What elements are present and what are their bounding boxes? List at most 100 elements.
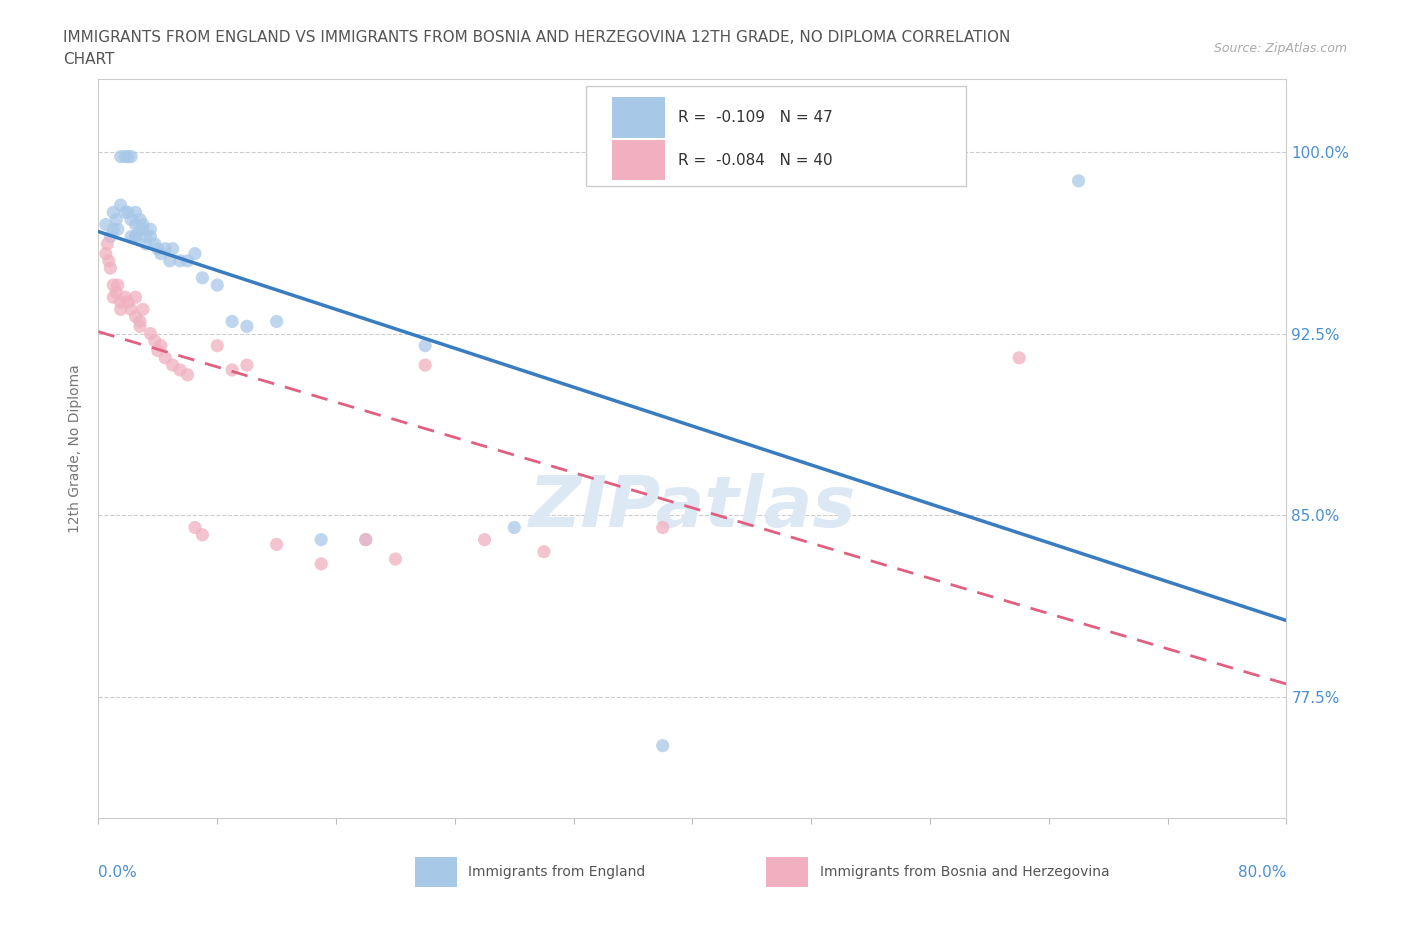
Point xyxy=(103,278,125,293)
Point xyxy=(533,544,555,559)
Text: CHART: CHART xyxy=(63,52,115,67)
Point xyxy=(110,302,132,317)
Point xyxy=(132,222,155,237)
Point xyxy=(117,149,139,164)
Point xyxy=(149,339,172,353)
Point xyxy=(651,520,673,535)
Point xyxy=(114,205,136,219)
Point xyxy=(103,290,125,305)
Bar xyxy=(612,98,665,138)
Point xyxy=(191,527,214,542)
Point xyxy=(184,246,207,261)
Text: IMMIGRANTS FROM ENGLAND VS IMMIGRANTS FROM BOSNIA AND HERZEGOVINA 12TH GRADE, NO: IMMIGRANTS FROM ENGLAND VS IMMIGRANTS FR… xyxy=(63,30,1011,45)
Point xyxy=(176,367,198,382)
Point xyxy=(124,229,146,244)
Point xyxy=(169,363,191,378)
Point xyxy=(413,358,436,373)
Point xyxy=(135,236,157,251)
Point xyxy=(651,738,673,753)
Point xyxy=(105,285,128,299)
Text: Immigrants from England: Immigrants from England xyxy=(468,865,645,880)
Point xyxy=(159,253,181,268)
Point xyxy=(98,229,121,244)
Point xyxy=(132,302,155,317)
Point xyxy=(98,260,121,275)
Point xyxy=(120,212,142,227)
Point xyxy=(155,241,177,256)
Point xyxy=(107,222,129,237)
Point xyxy=(139,326,162,341)
Point xyxy=(1067,173,1090,188)
Point xyxy=(135,229,157,244)
Point xyxy=(110,295,132,310)
Point xyxy=(132,217,155,232)
Point xyxy=(191,271,214,286)
Point xyxy=(149,246,172,261)
Point xyxy=(120,302,142,317)
Point xyxy=(309,532,332,547)
Point xyxy=(309,556,332,571)
Point xyxy=(221,314,243,329)
Point xyxy=(107,278,129,293)
Point xyxy=(503,520,526,535)
Point xyxy=(124,205,146,219)
Point xyxy=(129,222,152,237)
Point xyxy=(236,319,259,334)
Point xyxy=(146,343,169,358)
Point xyxy=(124,217,146,232)
Point xyxy=(354,532,377,547)
Y-axis label: 12th Grade, No Diploma: 12th Grade, No Diploma xyxy=(69,365,83,533)
Point xyxy=(1008,351,1031,365)
Point xyxy=(162,241,184,256)
Point xyxy=(110,198,132,213)
FancyBboxPatch shape xyxy=(585,86,966,186)
Point xyxy=(124,309,146,324)
Bar xyxy=(612,140,665,180)
Point xyxy=(207,339,229,353)
Text: 0.0%: 0.0% xyxy=(98,865,138,880)
Point xyxy=(207,278,229,293)
Text: R =  -0.084   N = 40: R = -0.084 N = 40 xyxy=(678,153,832,167)
Point xyxy=(384,551,406,566)
Point xyxy=(146,241,169,256)
Point xyxy=(114,149,136,164)
Point xyxy=(94,246,117,261)
Point xyxy=(266,537,288,551)
Point xyxy=(124,290,146,305)
Point xyxy=(139,222,162,237)
Text: Immigrants from Bosnia and Herzegovina: Immigrants from Bosnia and Herzegovina xyxy=(820,865,1109,880)
Point xyxy=(117,205,139,219)
Point xyxy=(114,290,136,305)
Text: Source: ZipAtlas.com: Source: ZipAtlas.com xyxy=(1213,42,1347,55)
Point xyxy=(117,295,139,310)
Text: R =  -0.109   N = 47: R = -0.109 N = 47 xyxy=(678,110,832,126)
Point xyxy=(354,532,377,547)
Point xyxy=(169,253,191,268)
Point xyxy=(162,358,184,373)
Point xyxy=(176,253,198,268)
Point xyxy=(155,351,177,365)
Point xyxy=(97,253,120,268)
Point xyxy=(105,212,128,227)
Point xyxy=(129,319,152,334)
Point xyxy=(143,334,166,349)
Text: 80.0%: 80.0% xyxy=(1239,865,1286,880)
Point xyxy=(96,236,118,251)
Point xyxy=(129,212,152,227)
Point xyxy=(103,222,125,237)
Point xyxy=(221,363,243,378)
Point xyxy=(139,229,162,244)
Point xyxy=(94,217,117,232)
Point xyxy=(129,314,152,329)
Point xyxy=(120,149,142,164)
Point xyxy=(236,358,259,373)
Point xyxy=(124,229,146,244)
Point xyxy=(120,229,142,244)
Point xyxy=(184,520,207,535)
Point xyxy=(110,149,132,164)
Point xyxy=(143,236,166,251)
Point xyxy=(413,339,436,353)
Point xyxy=(474,532,496,547)
Point xyxy=(266,314,288,329)
Point xyxy=(103,205,125,219)
